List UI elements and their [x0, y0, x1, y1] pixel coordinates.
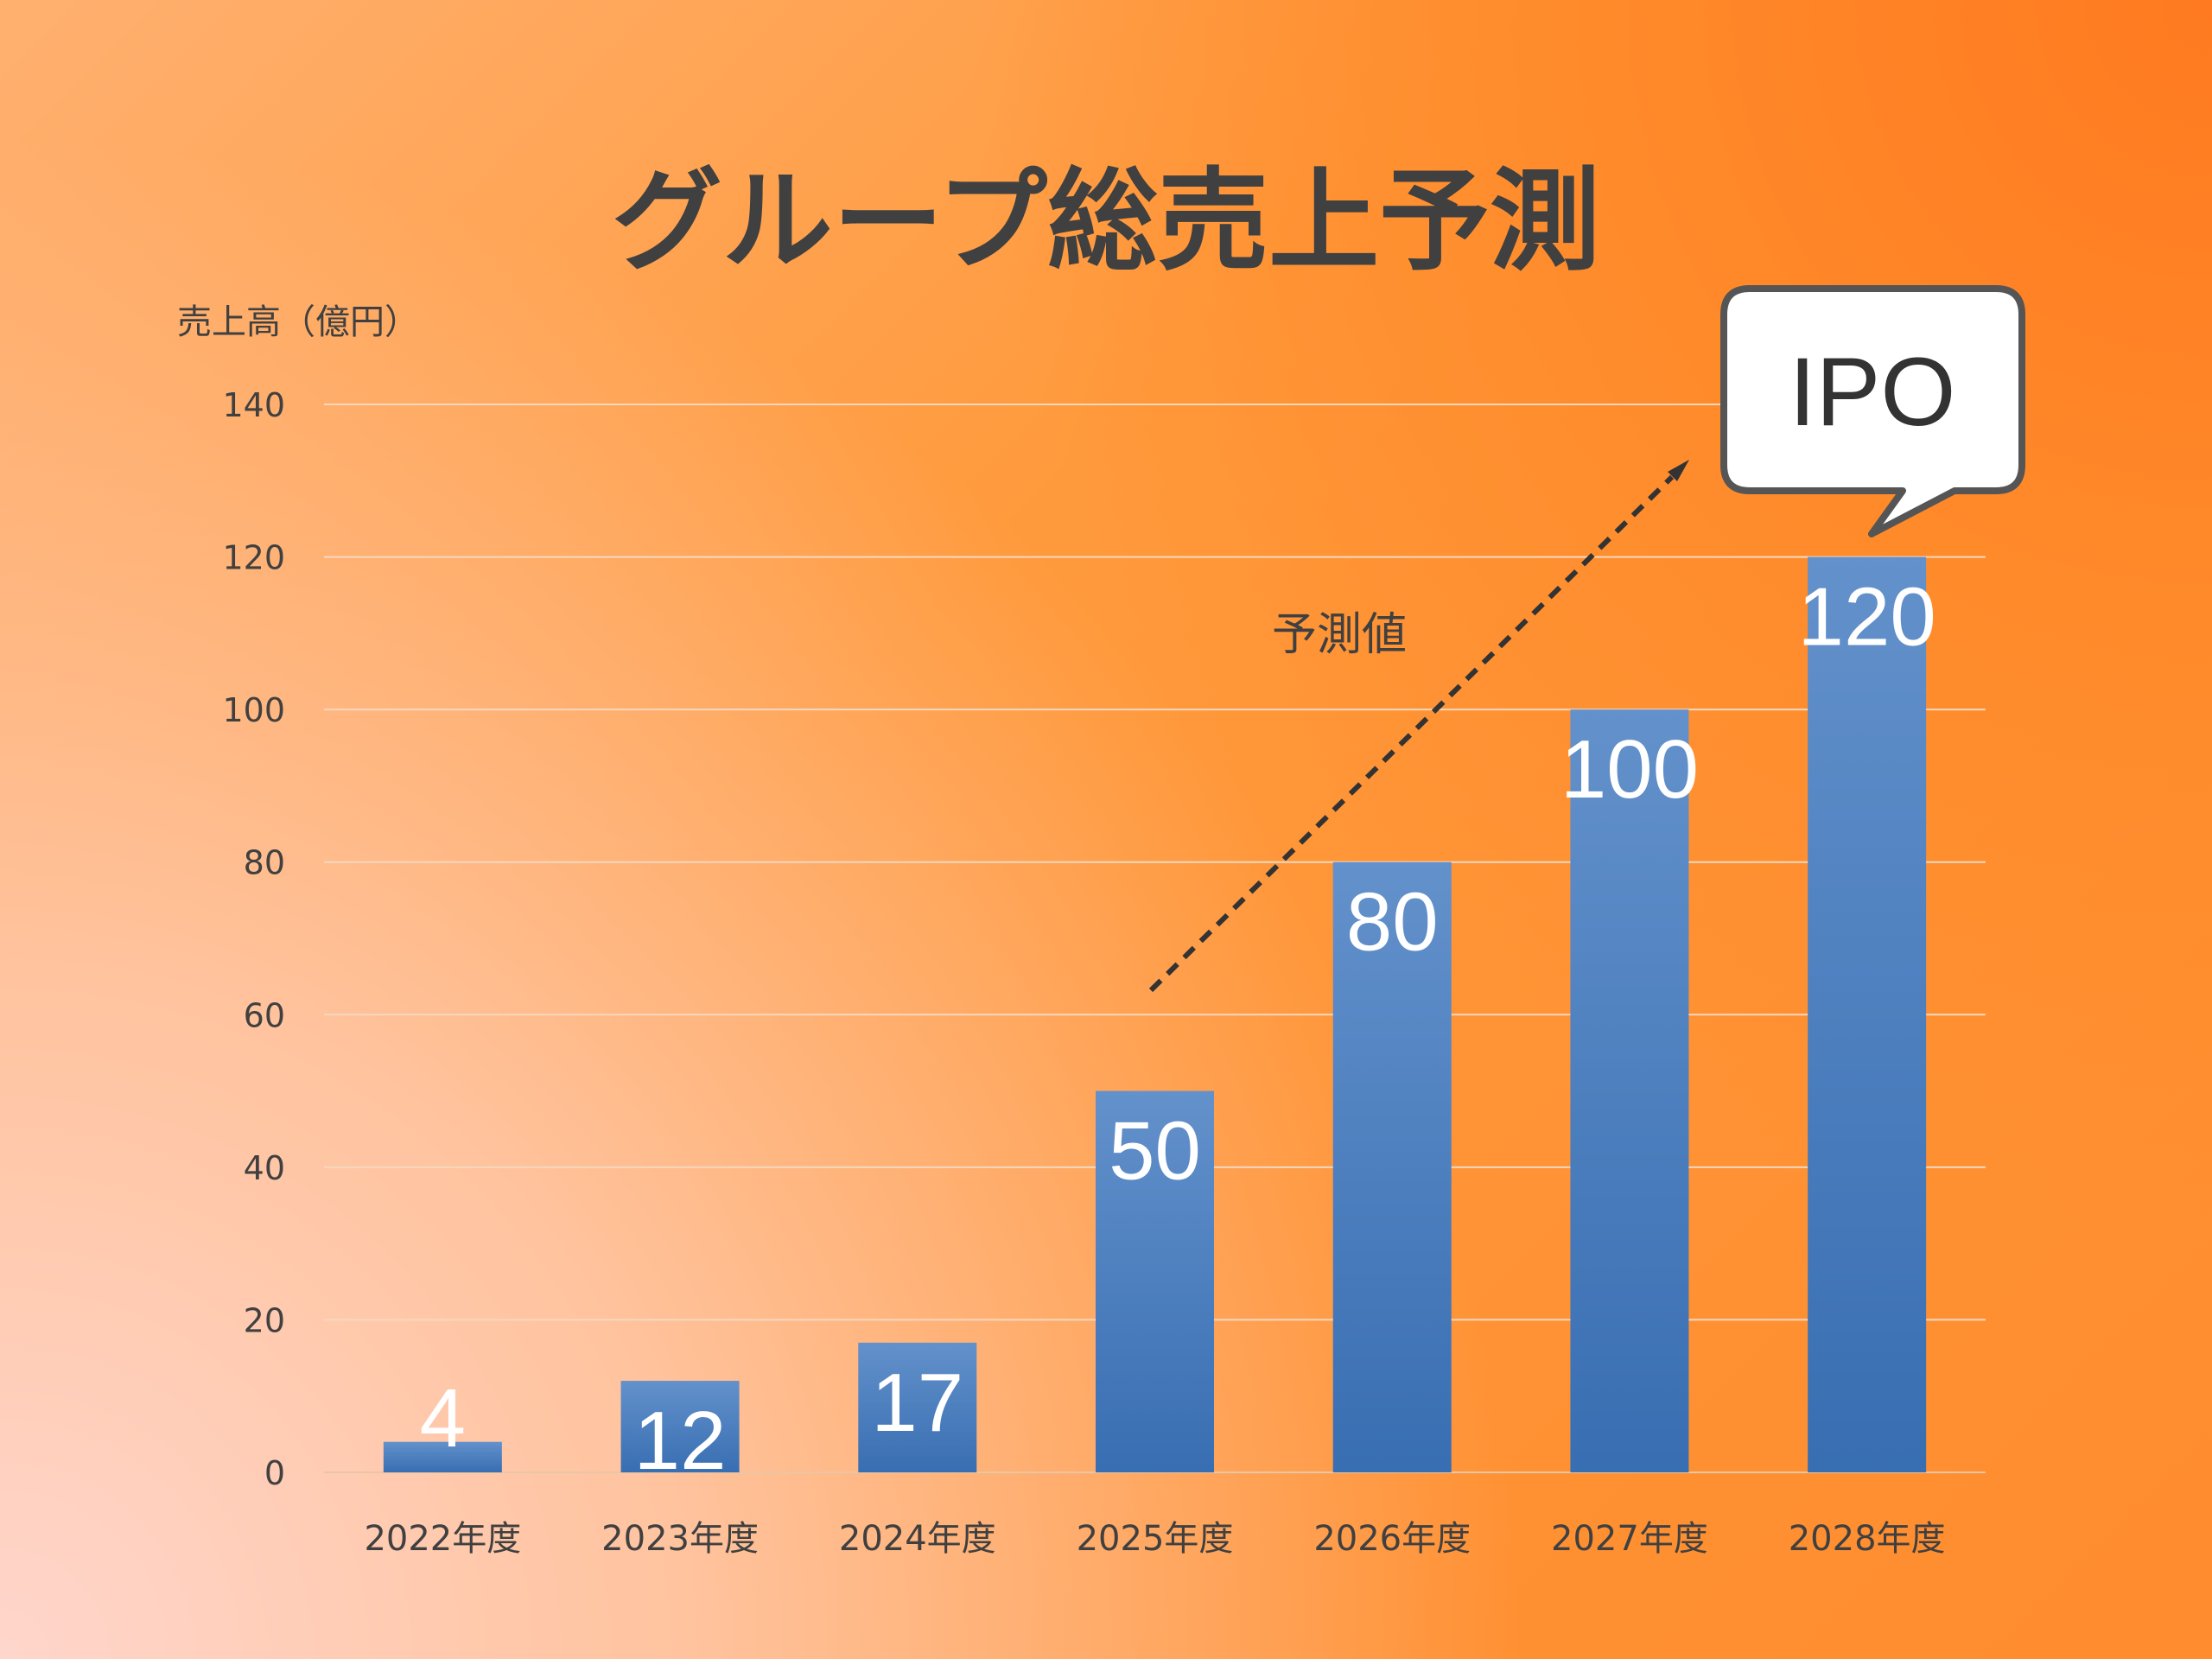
forecast-label: 予測値 [1272, 609, 1407, 661]
y-tick-labels: 0 20 40 60 80 100 120 140 [222, 386, 285, 1492]
chart-title: グループ総売上予測 [612, 157, 1600, 286]
x-tick-label: 2024年度 [839, 1519, 996, 1559]
bar [383, 1441, 502, 1472]
data-label: 120 [1798, 571, 1936, 664]
forecast-arrow-line [1148, 474, 1675, 993]
bar [1808, 556, 1927, 1472]
bar [1570, 709, 1689, 1472]
data-label: 4 [420, 1372, 466, 1465]
x-tick-label: 2025年度 [1077, 1519, 1234, 1559]
x-tick-label: 2028年度 [1789, 1519, 1946, 1559]
data-label: 50 [1109, 1105, 1201, 1198]
forecast-arrow-head [1668, 460, 1689, 481]
x-tick-label: 2026年度 [1313, 1519, 1471, 1559]
bar [620, 1381, 740, 1472]
bar [858, 1342, 977, 1472]
data-label: 17 [871, 1357, 963, 1449]
y-tick-label: 80 [244, 844, 285, 882]
data-label: 100 [1560, 723, 1699, 816]
y-tick-label: 40 [244, 1149, 285, 1187]
x-tick-labels: 2022年度 2023年度 2024年度 2025年度 2026年度 2027年度 2028… [364, 1519, 1945, 1559]
y-tick-label: 140 [222, 386, 285, 424]
data-labels: 4 12 17 50 80 100 120 [420, 571, 1936, 1487]
y-tick-label: 60 [244, 996, 285, 1034]
x-tick-label: 2023年度 [601, 1519, 759, 1559]
ipo-callout-text: IPO [1789, 338, 1956, 446]
y-tick-label: 0 [264, 1454, 285, 1492]
y-axis-label: 売上高（億円） [177, 302, 419, 342]
bar [1096, 1090, 1214, 1472]
bar [1332, 861, 1452, 1472]
data-label: 12 [634, 1395, 727, 1487]
ipo-callout-bubble [1720, 285, 2025, 537]
bars [383, 556, 1927, 1472]
x-tick-label: 2027年度 [1551, 1519, 1708, 1559]
x-tick-label: 2022年度 [364, 1519, 521, 1559]
data-label: 80 [1346, 876, 1439, 969]
y-tick-label: 120 [222, 539, 285, 577]
y-tick-label: 100 [222, 691, 285, 729]
y-tick-label: 20 [244, 1301, 285, 1339]
